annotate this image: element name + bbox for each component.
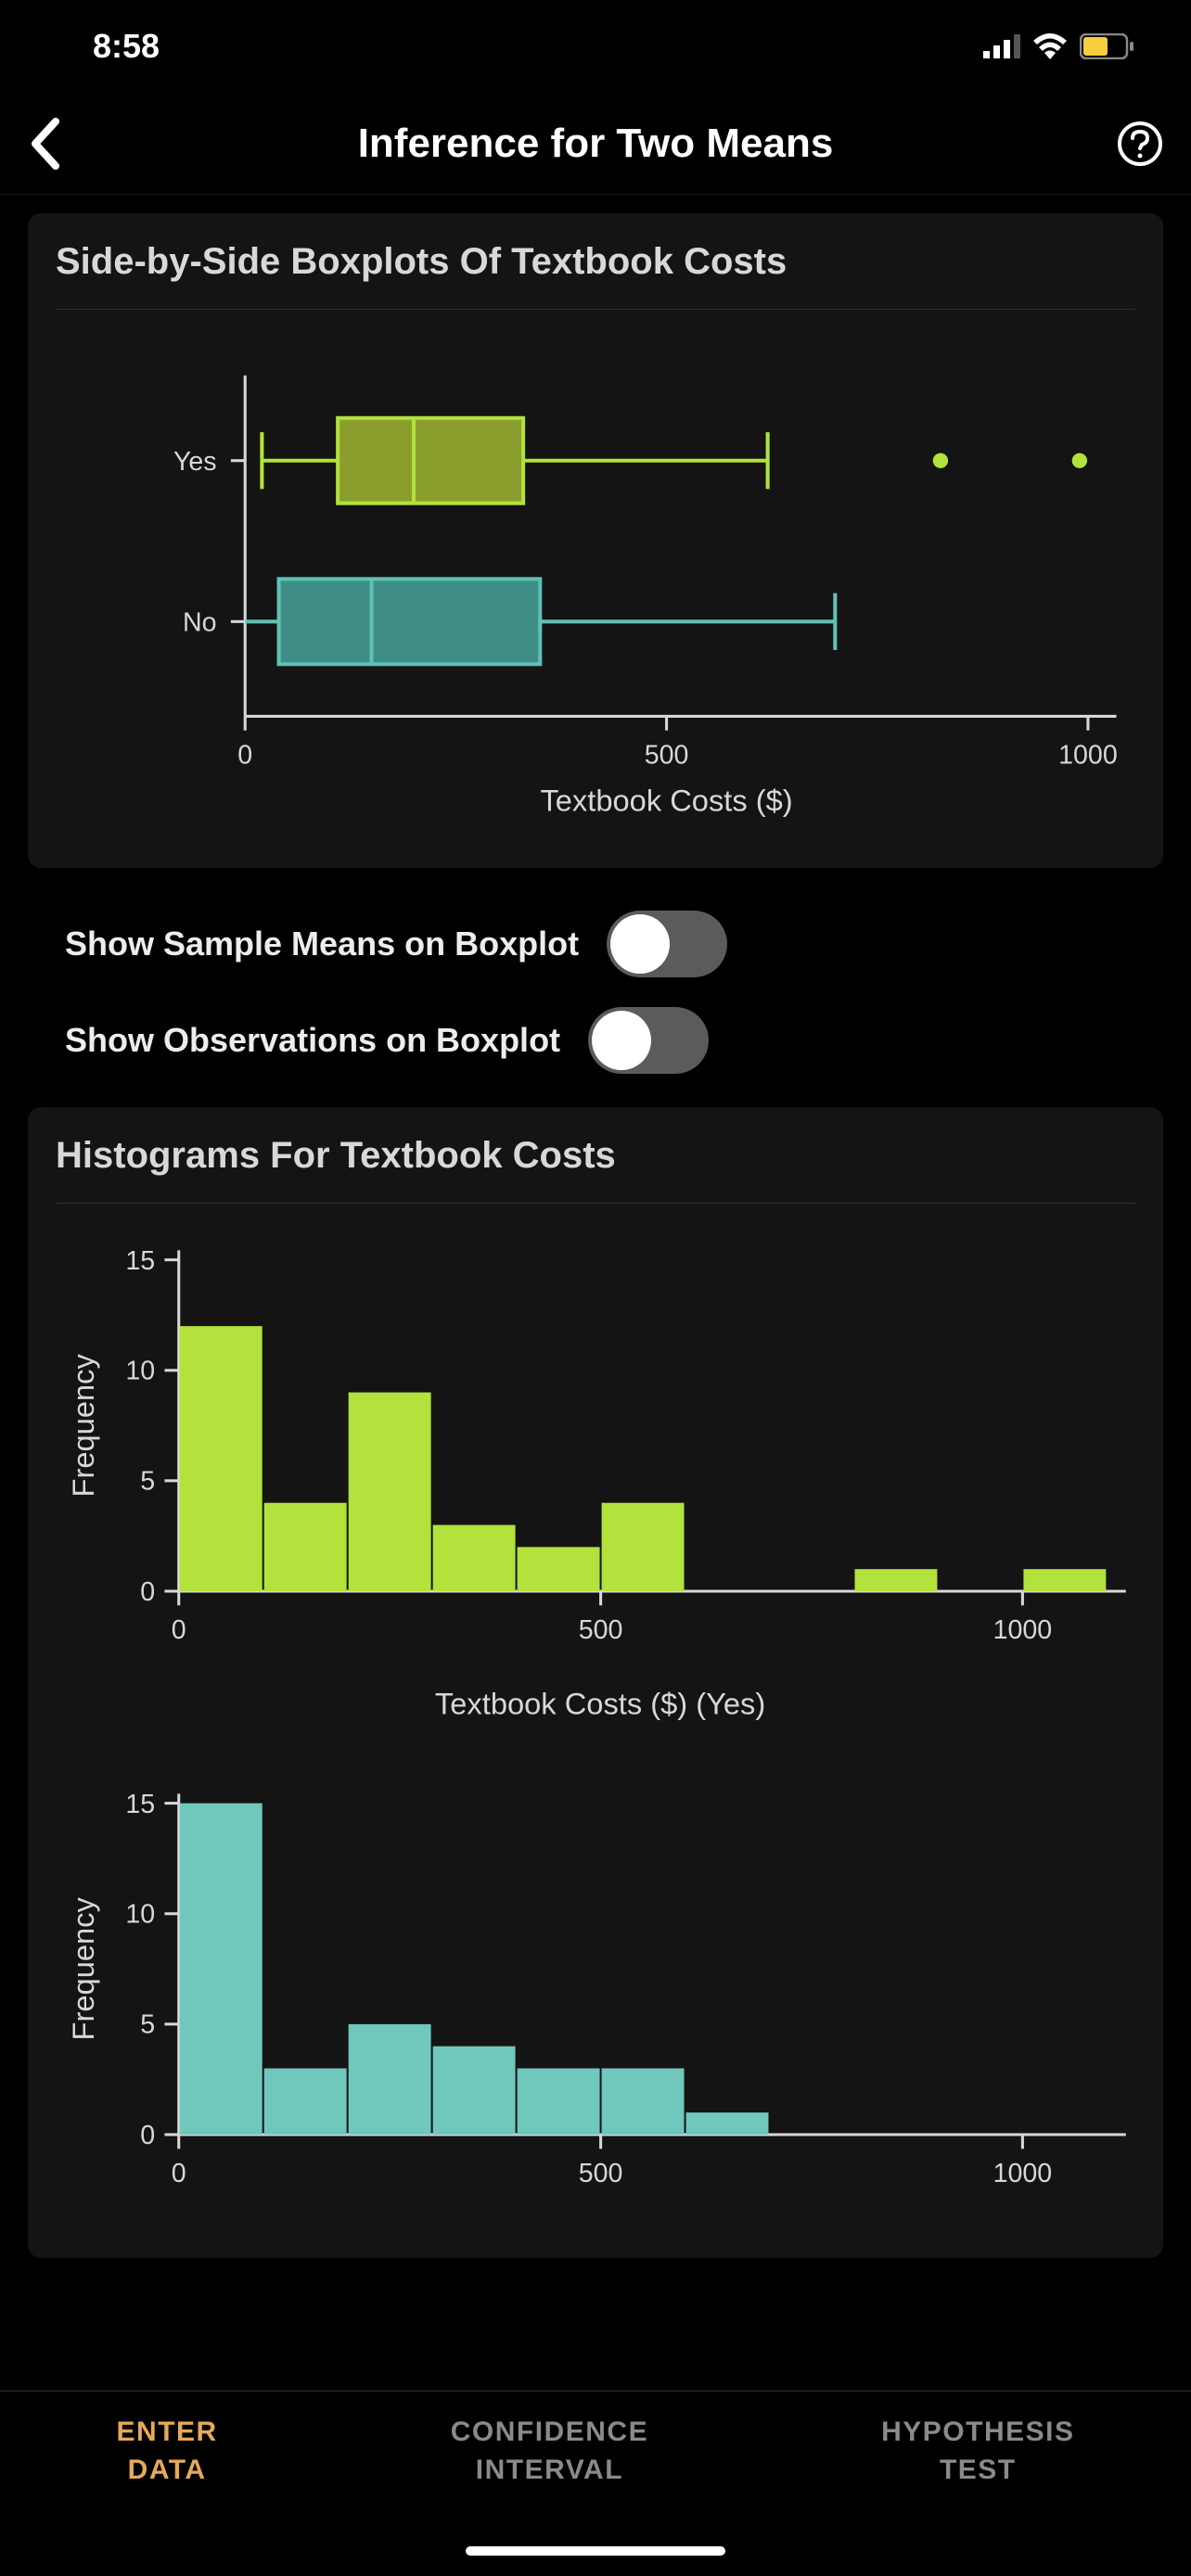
battery-icon xyxy=(1080,33,1135,59)
tab-label-line2: DATA xyxy=(117,2452,218,2490)
wifi-icon xyxy=(1031,33,1069,59)
hist-yes-bars xyxy=(180,1326,1107,1591)
ytick-5: 5 xyxy=(140,2010,155,2040)
histograms-card: Histograms For Textbook Costs 0 5 10 15 … xyxy=(28,1107,1163,2258)
ytick-15: 15 xyxy=(125,1790,155,1819)
boxplot-card: Side-by-Side Boxplots Of Textbook Costs … xyxy=(28,213,1163,868)
histogram-yes: 0 5 10 15 0 500 1000 Frequency Textbook … xyxy=(56,1231,1135,1742)
toggle-knob xyxy=(592,1011,651,1070)
toggle-obs-label: Show Observations on Boxplot xyxy=(65,1021,560,1060)
ytick-10: 10 xyxy=(125,1900,155,1930)
ytick-0: 0 xyxy=(140,2122,155,2151)
bottom-tabs: ENTER DATA CONFIDENCE INTERVAL HYPOTHESI… xyxy=(0,2391,1191,2511)
boxplot-title: Side-by-Side Boxplots Of Textbook Costs xyxy=(56,241,1135,310)
hist-yes-ylabel: Frequency xyxy=(66,1353,100,1497)
hist-no-ylabel: Frequency xyxy=(66,1897,100,2041)
hist-no-bars xyxy=(180,1804,769,2135)
tab-confidence-interval[interactable]: CONFIDENCE INTERVAL xyxy=(451,2414,648,2489)
back-button[interactable] xyxy=(28,118,83,170)
help-icon xyxy=(1117,121,1163,167)
home-indicator[interactable] xyxy=(466,2546,725,2556)
xtick-0: 0 xyxy=(172,2159,186,2188)
xtick-0: 0 xyxy=(237,740,252,770)
xtick-0: 0 xyxy=(172,1615,186,1645)
xtick-500: 500 xyxy=(579,1615,623,1645)
ytick-10: 10 xyxy=(125,1356,155,1385)
status-indicators xyxy=(983,33,1135,59)
help-button[interactable] xyxy=(1108,121,1163,167)
cellular-icon xyxy=(983,34,1020,58)
ycat-no: No xyxy=(183,608,217,638)
ytick-5: 5 xyxy=(140,1467,155,1497)
tab-hypothesis-test[interactable]: HYPOTHESIS TEST xyxy=(881,2414,1074,2489)
toggle-knob xyxy=(610,914,670,974)
xtick-1000: 1000 xyxy=(993,2159,1053,2188)
boxplot-xlabel: Textbook Costs ($) xyxy=(540,784,792,818)
ycat-yes: Yes xyxy=(173,447,217,477)
ytick-0: 0 xyxy=(140,1577,155,1607)
tab-enter-data[interactable]: ENTER DATA xyxy=(117,2414,218,2489)
tab-label-line1: CONFIDENCE xyxy=(451,2414,648,2452)
xtick-500: 500 xyxy=(645,740,689,770)
toggle-obs-row: Show Observations on Boxplot xyxy=(28,992,1163,1089)
xtick-500: 500 xyxy=(579,2159,623,2188)
content-area: Side-by-Side Boxplots Of Textbook Costs … xyxy=(0,195,1191,2258)
xtick-1000: 1000 xyxy=(1058,740,1118,770)
toggle-means[interactable] xyxy=(607,911,727,977)
boxplot-chart: 0 500 1000 Textbook Costs ($) Yes No xyxy=(56,338,1135,830)
ytick-15: 15 xyxy=(125,1246,155,1276)
tab-label-line1: ENTER xyxy=(117,2414,218,2452)
chevron-left-icon xyxy=(28,118,61,170)
tab-label-line2: INTERVAL xyxy=(451,2452,648,2490)
tab-label-line2: TEST xyxy=(881,2452,1074,2490)
nav-bar: Inference for Two Means xyxy=(0,93,1191,195)
status-time: 8:58 xyxy=(93,27,160,66)
histograms-title: Histograms For Textbook Costs xyxy=(56,1135,1135,1204)
toggle-means-row: Show Sample Means on Boxplot xyxy=(28,896,1163,992)
toggle-obs[interactable] xyxy=(588,1007,709,1074)
toggle-means-label: Show Sample Means on Boxplot xyxy=(65,925,579,963)
hist-yes-xlabel: Textbook Costs ($) (Yes) xyxy=(435,1687,765,1721)
xtick-1000: 1000 xyxy=(993,1615,1053,1645)
page-title: Inference for Two Means xyxy=(83,121,1108,167)
histogram-no: 0 5 10 15 0 500 1000 Frequency xyxy=(56,1775,1135,2220)
status-bar: 8:58 xyxy=(0,0,1191,93)
tab-label-line1: HYPOTHESIS xyxy=(881,2414,1074,2452)
